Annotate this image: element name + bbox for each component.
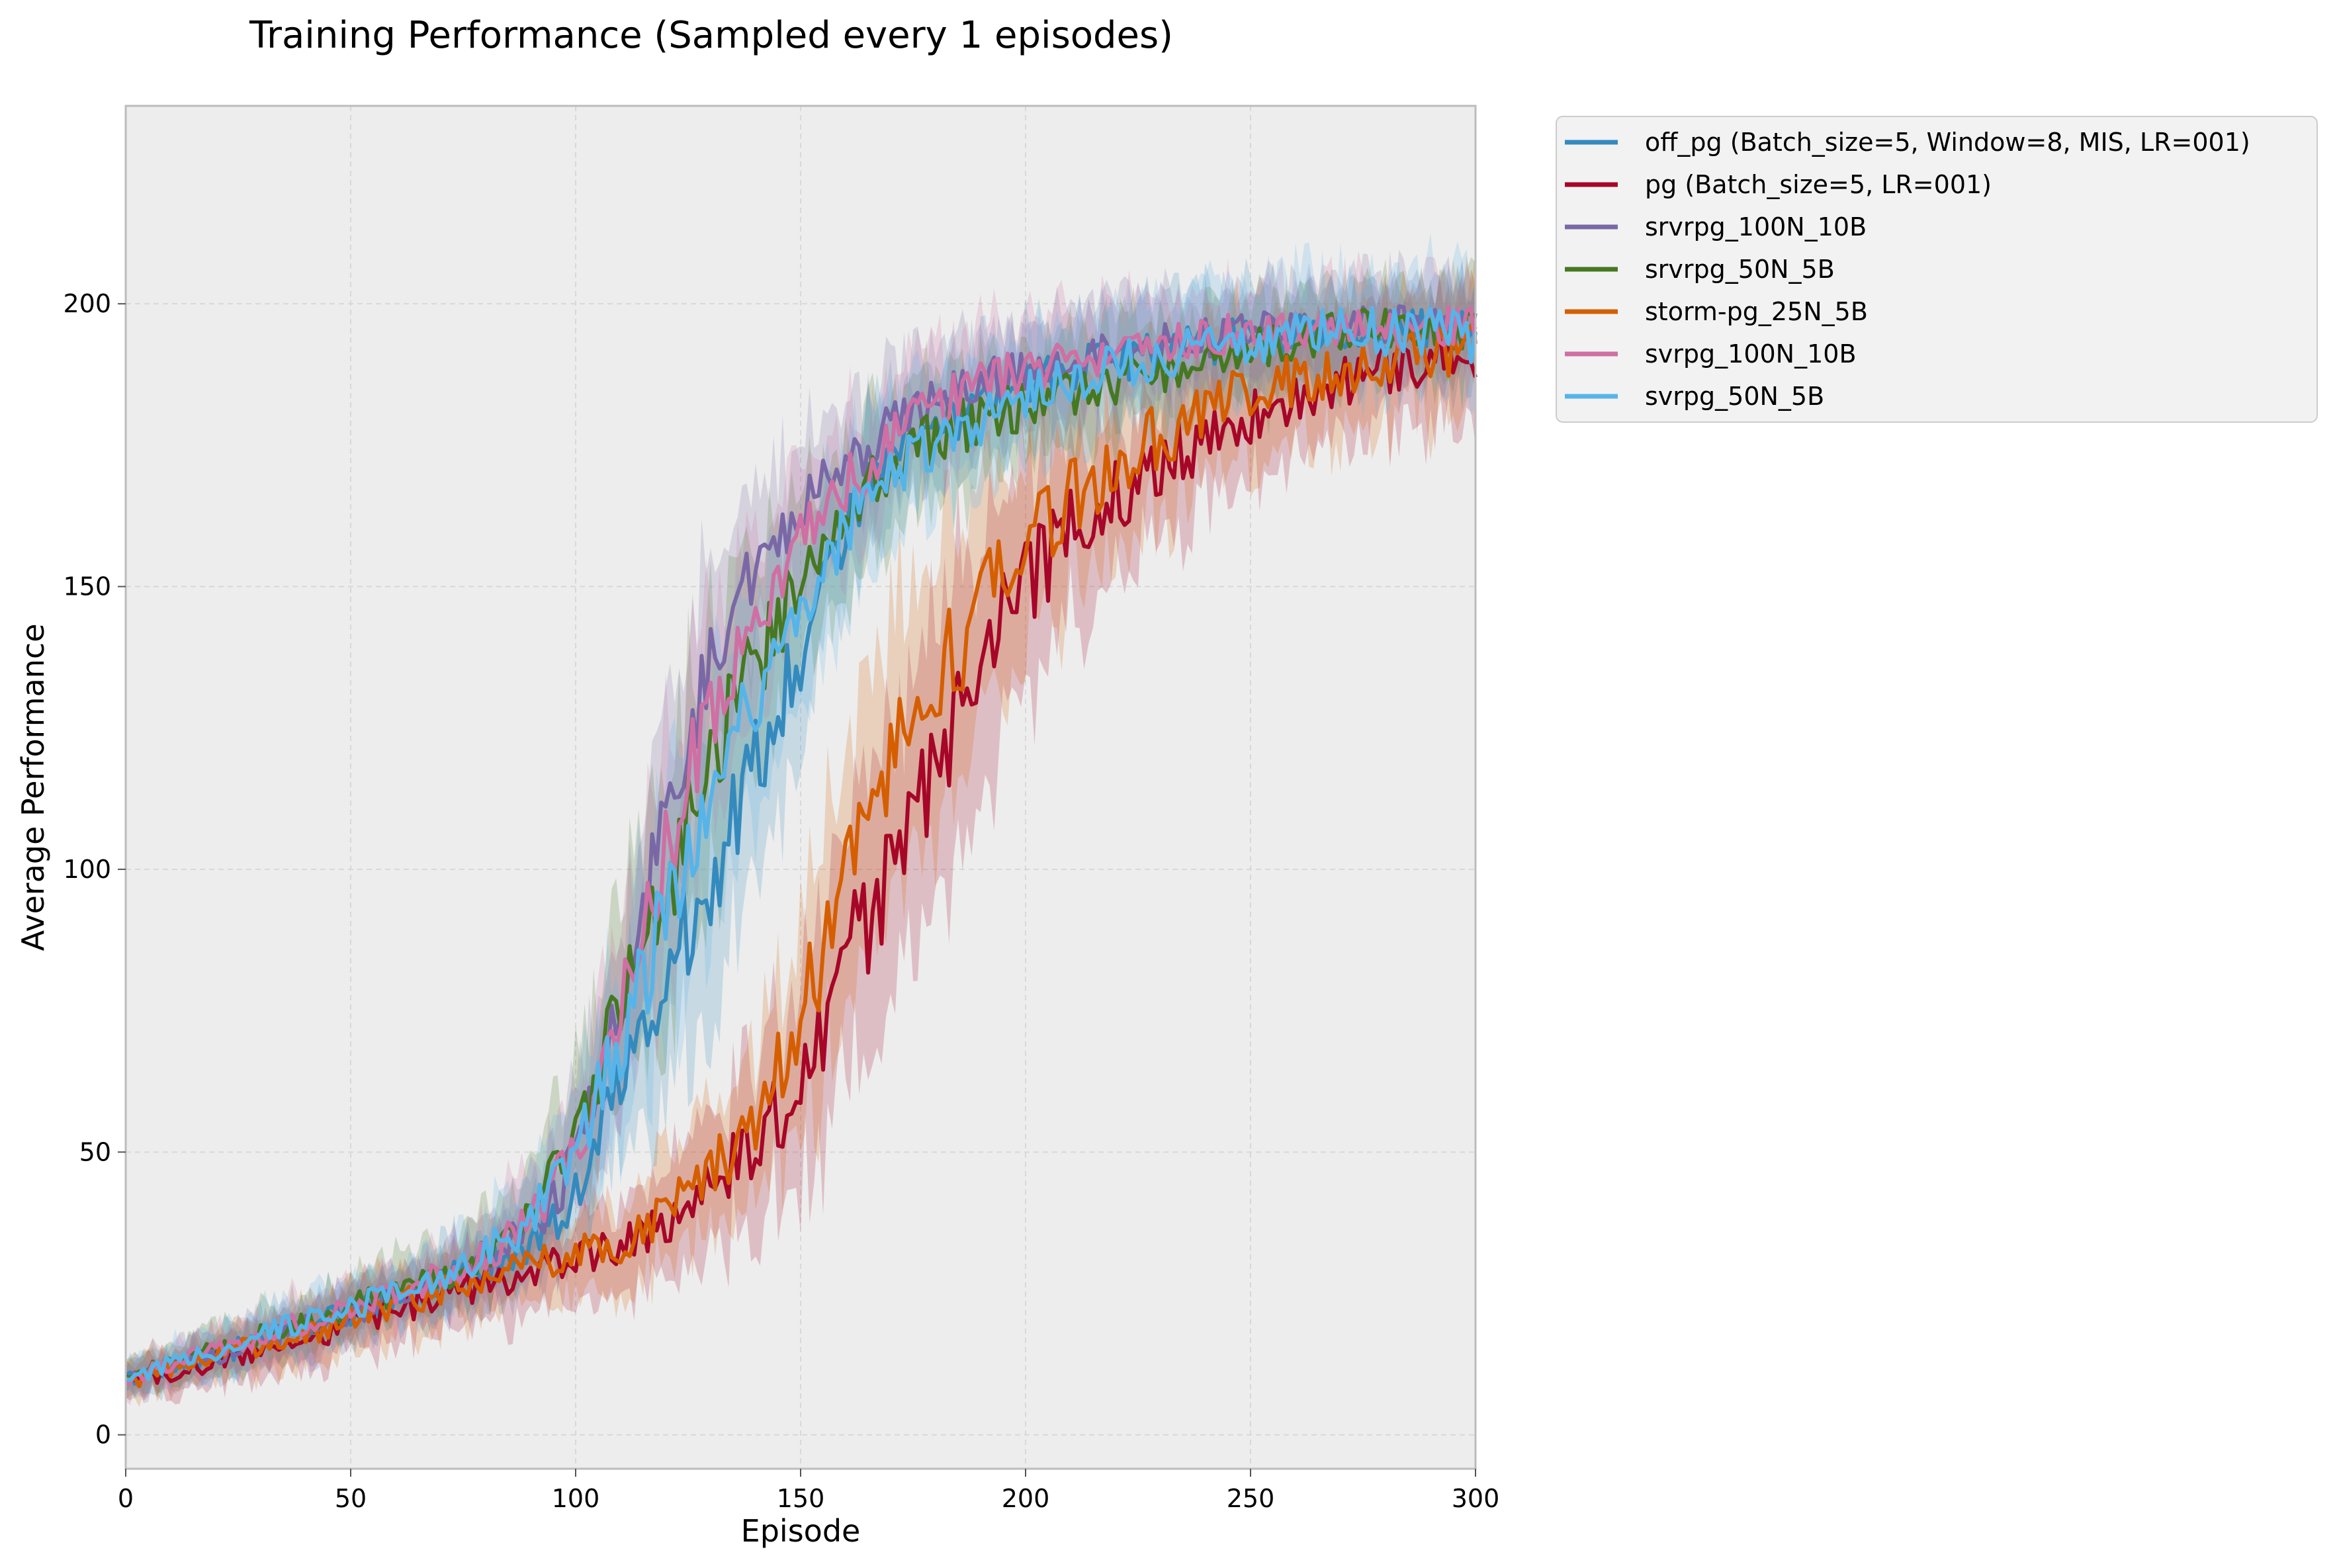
series-band [126,269,1476,1405]
series-lines [124,304,1477,1389]
legend-label: svrpg_100N_10B [1645,339,1857,369]
y-tick-label: 50 [79,1137,111,1166]
series-band [126,250,1476,1406]
y-tick-label: 0 [95,1420,111,1450]
series-band [126,249,1476,1404]
legend-label: off_pg (Batch_size=5, Window=8, MIS, LR=… [1645,128,2250,157]
x-tick-label: 0 [118,1484,134,1513]
y-tick-label: 200 [63,289,111,318]
legend-label: pg (Batch_size=5, LR=001) [1645,170,1992,199]
legend-label: svrpg_50N_5B [1645,382,1824,411]
series-line [125,305,1477,1386]
x-axis-label: Episode [741,1513,861,1549]
series-line [125,306,1477,1382]
series-line [125,323,1477,1389]
legend-label: srvrpg_100N_10B [1645,212,1867,241]
y-axis: 0 50 100 150 200 [63,289,126,1450]
legend-label: srvrpg_50N_5B [1645,255,1835,284]
x-tick-label: 150 [777,1484,825,1513]
x-axis: 0 50 100 150 200 250 300 [118,1469,1499,1513]
legend-label: storm-pg_25N_5B [1645,297,1868,326]
x-tick-label: 50 [335,1484,367,1513]
x-tick-label: 300 [1452,1484,1500,1513]
x-tick-label: 250 [1227,1484,1275,1513]
series-band [126,253,1476,1407]
y-tick-label: 150 [63,572,111,601]
y-axis-label: Average Performance [15,623,51,951]
x-tick-label: 200 [1002,1484,1050,1513]
legend-box [1556,116,2318,423]
y-tick-label: 100 [63,855,111,884]
x-tick-label: 100 [552,1484,600,1513]
chart-title: Training Performance (Sampled every 1 ep… [249,14,1173,57]
legend: off_pg (Batch_size=5, Window=8, MIS, LR=… [1556,116,2318,423]
